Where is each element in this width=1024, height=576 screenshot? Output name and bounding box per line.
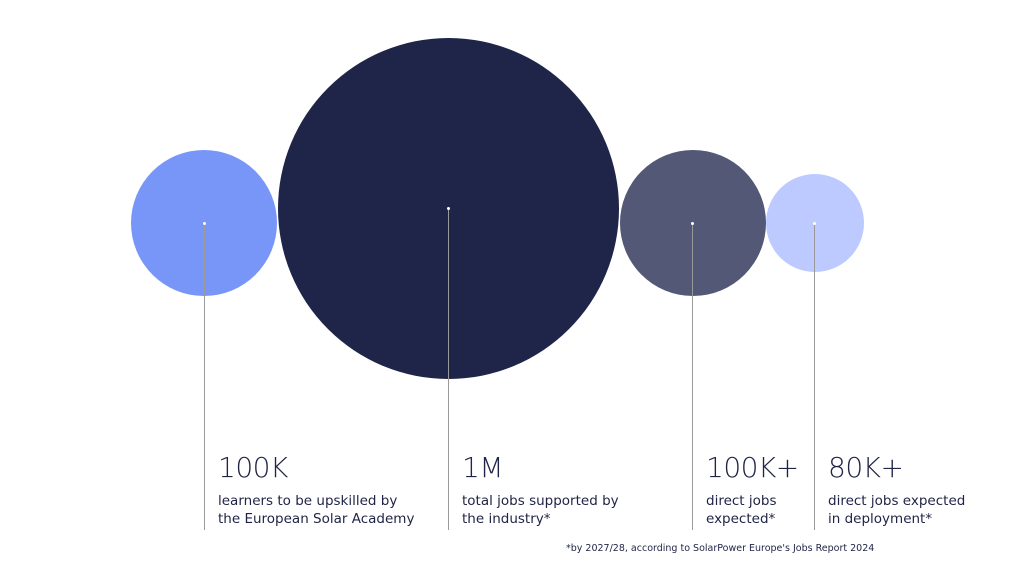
footnote: *by 2027/28, according to SolarPower Eur… — [566, 543, 875, 554]
stat-description-line: in deployment* — [828, 511, 933, 527]
direct-jobs-leader-line — [692, 224, 693, 530]
stat-value: 100K+ — [706, 451, 799, 484]
stat-value: 1M — [462, 451, 503, 484]
stat-description-line: direct jobs expected — [828, 493, 966, 509]
stat-value: 100K — [218, 451, 288, 484]
deployment-jobs-leader-line — [814, 224, 815, 530]
total-jobs-anchor-dot — [447, 207, 450, 210]
stat-description: direct jobs expected* — [706, 492, 799, 528]
stat-deployment-jobs: 80K+ direct jobs expected in deployment* — [828, 452, 965, 528]
deployment-jobs-anchor-dot — [813, 222, 816, 225]
stat-total-jobs: 1M total jobs supported by the industry* — [462, 452, 619, 528]
stat-description: total jobs supported by the industry* — [462, 492, 619, 528]
stat-description: direct jobs expected in deployment* — [828, 492, 965, 528]
stat-description-line: learners to be upskilled by — [218, 493, 398, 509]
stat-description-line: expected* — [706, 511, 776, 527]
direct-jobs-anchor-dot — [691, 222, 694, 225]
stat-description: learners to be upskilled by the European… — [218, 492, 414, 528]
learners-leader-line — [204, 224, 205, 530]
stat-description-line: the industry* — [462, 511, 551, 527]
learners-anchor-dot — [203, 222, 206, 225]
stat-learners: 100K learners to be upskilled by the Eur… — [218, 452, 414, 528]
stat-description-line: total jobs supported by — [462, 493, 619, 509]
stat-direct-jobs: 100K+ direct jobs expected* — [706, 452, 799, 528]
total-jobs-leader-line — [448, 209, 449, 530]
stat-description-line: direct jobs — [706, 493, 777, 509]
stat-description-line: the European Solar Academy — [218, 511, 415, 527]
stat-value: 80K+ — [828, 451, 904, 484]
